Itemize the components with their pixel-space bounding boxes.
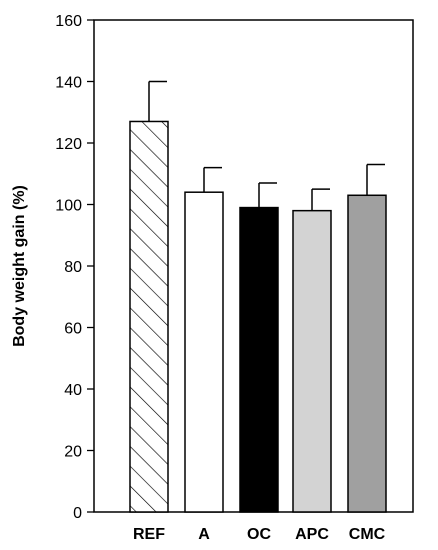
x-tick-label-cmc: CMC: [349, 526, 386, 543]
bar-cmc: [347, 194, 387, 513]
x-tick-label-apc: APC: [295, 526, 329, 543]
y-axis-title: Body weight gain (%): [11, 185, 28, 347]
x-tick-label-a: A: [198, 526, 210, 543]
y-tick-label: 120: [55, 136, 82, 153]
y-axis: 0 20 40 60 80 100 120 140 160: [55, 13, 94, 522]
y-tick-label: 100: [55, 198, 82, 215]
x-tick-label-oc: OC: [247, 526, 271, 543]
bars-group: [129, 80, 387, 513]
y-tick-label: 20: [64, 444, 82, 461]
bar-oc: [239, 206, 279, 513]
bar-a: [184, 191, 224, 513]
y-tick-label: 140: [55, 75, 82, 92]
bar-ref: [129, 120, 169, 513]
y-tick-label: 0: [73, 505, 82, 522]
x-axis-labels: REF A OC APC CMC: [133, 526, 386, 543]
x-tick-label-ref: REF: [133, 526, 165, 543]
y-tick-label: 80: [64, 259, 82, 276]
y-tick-label: 40: [64, 382, 82, 399]
y-tick-label: 160: [55, 13, 82, 30]
bar-apc: [292, 209, 332, 513]
y-tick-label: 60: [64, 321, 82, 338]
